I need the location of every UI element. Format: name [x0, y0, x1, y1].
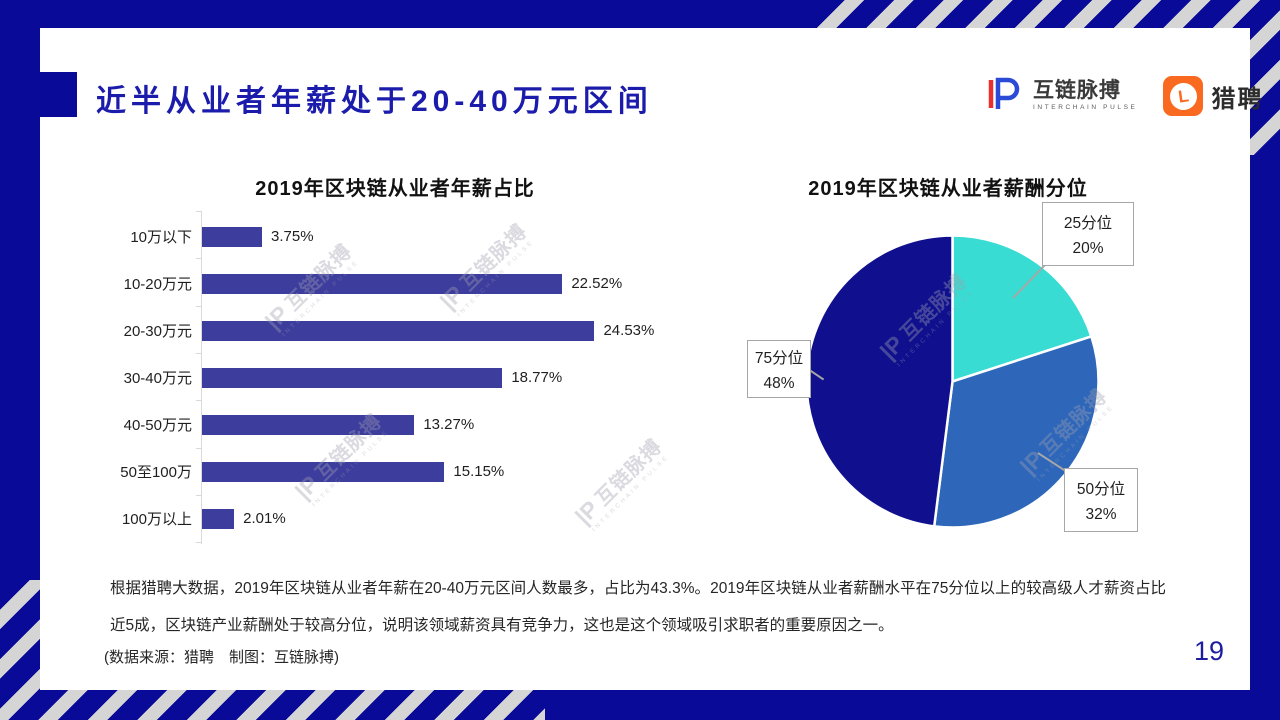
bar-category-label: 100万以上 — [121, 511, 192, 528]
pie-slice-25分位 — [951, 234, 1093, 384]
pie-callout-value: 20% — [1072, 239, 1104, 257]
data-source-note: (数据来源：猎聘 制图：互链脉搏) — [104, 649, 339, 666]
bar-value-label: 2.01% — [243, 510, 286, 527]
axis-tick — [196, 258, 201, 260]
bar-value-label: 13.27% — [423, 416, 475, 433]
liepin-icon-letter: L — [1168, 80, 1199, 112]
page-number: 19 — [1194, 636, 1225, 666]
bar-category-label: 20-30万元 — [123, 323, 192, 340]
liepin-name: 猎聘 — [1211, 85, 1264, 113]
bar — [202, 320, 595, 341]
bar-row: 50至100万 15.15% — [100, 448, 654, 495]
bar-row: 30-40万元 18.77% — [100, 354, 654, 401]
pie-chart-title: 2019年区块链从业者薪酬分位 — [808, 178, 1088, 200]
interchain-pulse-logo: 互链脉搏 INTERCHAIN PULSE — [983, 73, 1137, 120]
pie-callout-value: 32% — [1085, 505, 1117, 523]
pie-callout-value: 48% — [763, 374, 795, 392]
analysis-paragraph: 根据猎聘大数据，2019年区块链从业者年薪在20-40万元区间人数最多，占比为4… — [110, 580, 1166, 634]
bar-category-label: 30-40万元 — [123, 370, 192, 387]
pie-slice-75分位 — [805, 234, 954, 528]
pie-callout-25th-percentile: 25分位 20% — [1042, 202, 1134, 266]
bar-value-label: 3.75% — [271, 228, 314, 245]
axis-tick — [196, 447, 201, 449]
bar-row: 10-20万元 22.52% — [100, 260, 654, 307]
axis-tick — [196, 494, 201, 496]
axis-tick — [196, 211, 201, 212]
page-title: 近半从业者年薪处于20-40万元区间 — [96, 85, 653, 118]
bar-category-label: 40-50万元 — [123, 417, 192, 434]
brand-logos: 互链脉搏 INTERCHAIN PULSE L 猎聘 — [983, 72, 1263, 120]
liepin-logo: L 猎聘 — [1163, 76, 1263, 116]
pie-callout-label: 75分位 — [754, 349, 804, 367]
axis-tick — [196, 352, 201, 354]
bar-category-label: 50至100万 — [120, 464, 192, 481]
bar-category-label: 10-20万元 — [123, 276, 192, 293]
bar — [202, 226, 262, 247]
bar — [202, 273, 563, 294]
bar-row: 10万以下 3.75% — [100, 213, 654, 260]
bar — [202, 508, 235, 529]
bar-row: 40-50万元 13.27% — [100, 401, 654, 448]
pie-callout-75th-percentile: 75分位 48% — [747, 340, 811, 398]
pie-callout-label: 50分位 — [1076, 480, 1126, 498]
axis-tick — [196, 542, 201, 544]
bar-row: 100万以上 2.01% — [100, 495, 654, 542]
bar-chart-title: 2019年区块链从业者年薪占比 — [255, 178, 535, 200]
interchain-pulse-name: 互链脉搏 — [1033, 79, 1121, 103]
pie-chart — [805, 234, 1100, 529]
bar — [202, 414, 415, 435]
bar-chart: 10万以下 3.75% 10-20万元 22.52% 20-30万元 24.53% 30-4… — [100, 213, 654, 542]
bar-row: 20-30万元 24.53% — [100, 307, 654, 354]
interchain-pulse-subtitle: INTERCHAIN PULSE — [1033, 104, 1138, 112]
interchain-pulse-icon — [983, 73, 1025, 120]
bar-chart-axis — [196, 211, 202, 544]
liepin-icon: L — [1163, 76, 1204, 116]
bar-value-label: 24.53% — [603, 322, 655, 339]
bar — [202, 367, 503, 388]
pie-callout-label: 25分位 — [1063, 214, 1113, 232]
bar-value-label: 18.77% — [511, 369, 563, 386]
title-accent-block — [38, 72, 77, 117]
pie-callout-50th-percentile: 50分位 32% — [1064, 468, 1138, 532]
axis-tick — [196, 400, 201, 402]
bar-value-label: 22.52% — [571, 275, 623, 292]
axis-tick — [196, 305, 201, 307]
bar — [202, 461, 445, 482]
bar-value-label: 15.15% — [453, 463, 505, 480]
bar-category-label: 10万以下 — [130, 229, 192, 246]
